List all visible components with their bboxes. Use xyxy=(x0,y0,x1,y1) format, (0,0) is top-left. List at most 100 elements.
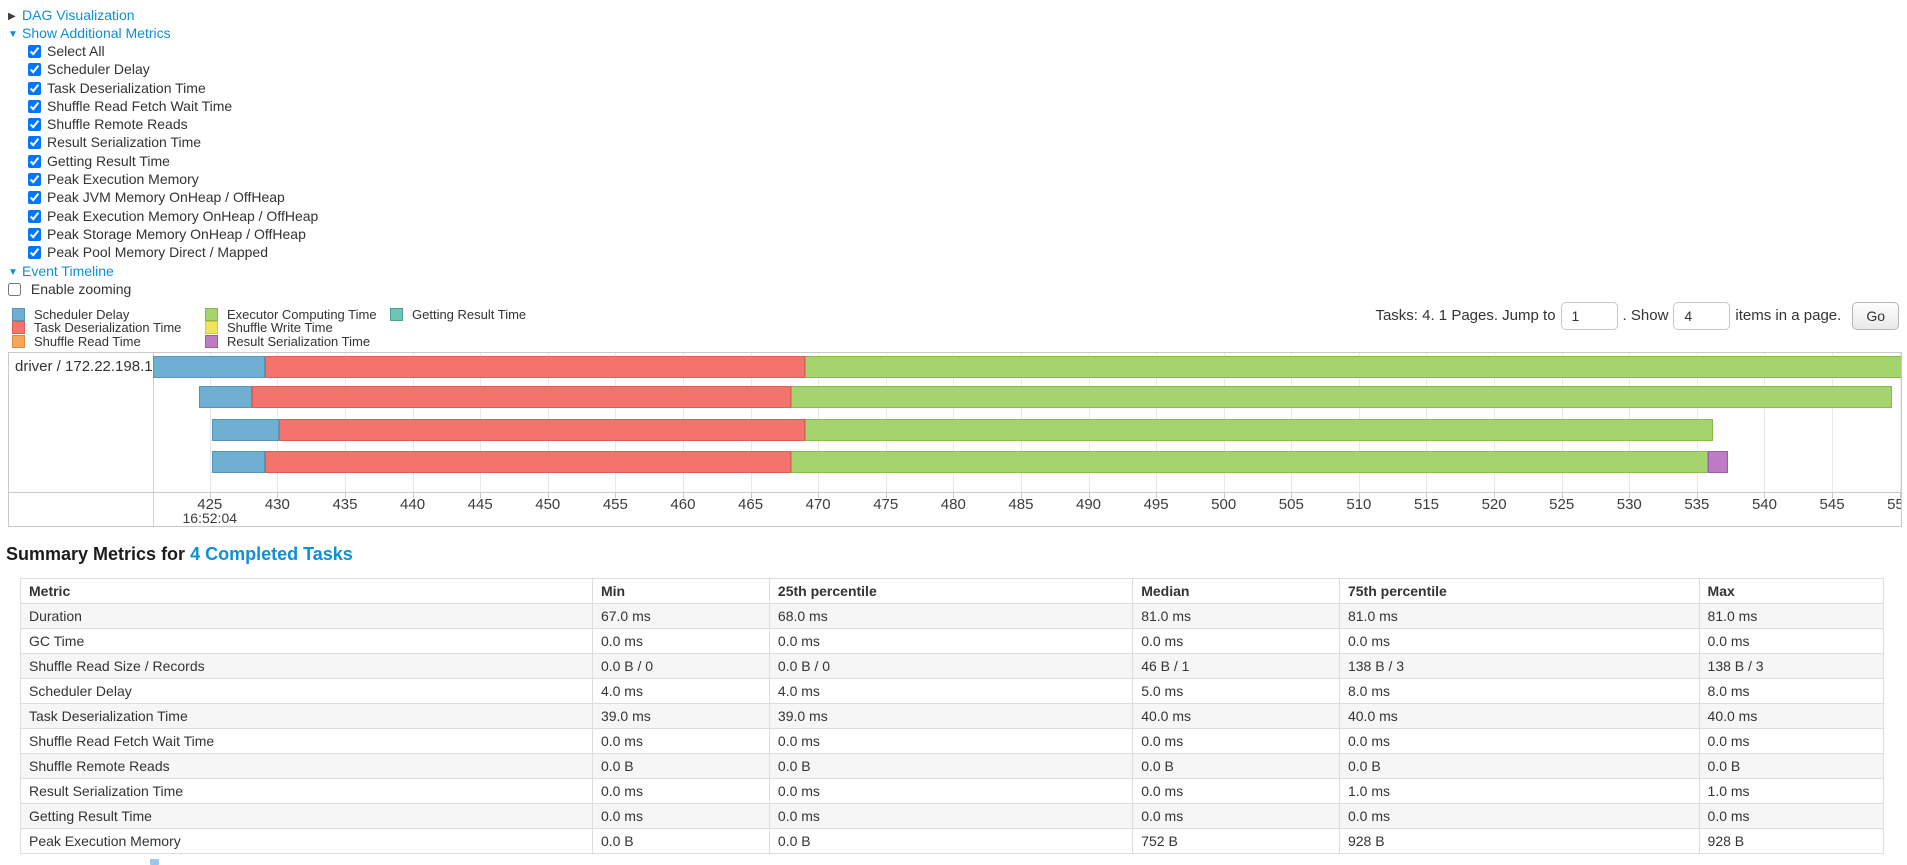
metric-value-cell: 0.0 ms xyxy=(1338,727,1700,754)
tick-label: 450 xyxy=(535,495,561,513)
metric-checkbox-label-wrap: Peak Execution Memory OnHeap / OffHeap xyxy=(28,208,318,224)
tick-label: 475 xyxy=(873,495,899,513)
metric-checkbox-label: Select All xyxy=(47,43,105,59)
show-additional-metrics-link[interactable]: Show Additional Metrics xyxy=(22,25,171,41)
dag-visualization-toggle[interactable]: ▶ DAG Visualization xyxy=(8,6,1907,24)
event-timeline-link[interactable]: Event Timeline xyxy=(22,262,114,279)
metric-checkbox[interactable] xyxy=(28,45,41,58)
tick-label: 480 xyxy=(940,495,966,513)
metric-checkbox[interactable] xyxy=(28,246,41,260)
metric-value-cell: 0.0 B xyxy=(1698,752,1885,779)
tick-mark xyxy=(750,491,752,498)
tick-mark xyxy=(1020,491,1022,498)
enable-zooming-row: Enable zooming xyxy=(8,280,1907,298)
completed-tasks-link[interactable]: 4 Completed Tasks xyxy=(190,543,353,564)
pagination-after-text: items in a page. xyxy=(1735,307,1842,325)
timeline-bar-td[interactable] xyxy=(265,450,792,473)
dag-visualization-link[interactable]: DAG Visualization xyxy=(22,7,135,23)
tick-mark xyxy=(885,491,887,498)
tick-label: 455 xyxy=(602,495,628,513)
metric-value-cell: 0.0 ms xyxy=(768,727,1134,754)
metric-checkbox[interactable] xyxy=(28,209,41,223)
summary-table-row: Duration 67.0 ms 68.0 ms 81.0 ms 81.0 ms 81.0… xyxy=(20,602,1885,629)
metric-name-cell: Shuffle Read Size / Records xyxy=(20,652,593,679)
metric-checkbox-label: Scheduler Delay xyxy=(47,61,150,78)
metric-checkbox-label-wrap: Select All xyxy=(28,43,105,59)
metric-value-cell: 8.0 ms xyxy=(1338,677,1700,704)
tick-label: 425 xyxy=(197,495,223,513)
tick-label: 490 xyxy=(1075,495,1102,513)
metric-name-cell: Scheduler Delay xyxy=(20,677,593,704)
metric-value-cell: 0.0 ms xyxy=(1132,727,1340,754)
metric-value-cell: 39.0 ms xyxy=(591,702,770,729)
metric-checkbox[interactable] xyxy=(28,99,41,113)
tick-mark xyxy=(818,491,820,498)
metric-checkbox-label-wrap: Peak Execution Memory xyxy=(28,171,199,187)
metric-checkbox-row: Shuffle Read Fetch Wait Time xyxy=(8,97,1907,115)
tick-label: 515 xyxy=(1413,495,1439,513)
time-axis-line xyxy=(9,491,1901,493)
legend-entry: Shuffle Write Time xyxy=(205,320,390,335)
tick-label: 520 xyxy=(1481,495,1507,513)
label-column-divider xyxy=(153,352,154,526)
metric-checkbox-label-wrap: Peak JVM Memory OnHeap / OffHeap xyxy=(28,189,285,205)
legend-entry: Executor Computing Time xyxy=(205,307,390,322)
tick-mark xyxy=(344,491,346,498)
stage-controls: ▶ DAG Visualization ▼ Show Additional Metr… xyxy=(0,0,1907,298)
timeline-bar-ec[interactable] xyxy=(804,355,1901,378)
timeline-bar-sd[interactable] xyxy=(212,450,266,473)
items-per-page-input[interactable] xyxy=(1673,301,1731,330)
metric-value-cell: 0.0 B xyxy=(768,752,1134,779)
timeline-bar-ec[interactable] xyxy=(791,450,1708,473)
metric-checkbox[interactable] xyxy=(28,118,41,132)
timeline-bar-rs[interactable] xyxy=(1707,450,1728,473)
tick-mark xyxy=(1764,491,1766,498)
timeline-bar-sd[interactable] xyxy=(198,385,252,408)
metric-checkbox-label-wrap: Getting Result Time xyxy=(28,153,170,169)
tick-mark xyxy=(209,491,211,498)
tick-mark xyxy=(1291,491,1293,498)
metric-checkbox[interactable] xyxy=(28,173,41,187)
metric-checkbox-label-wrap: Shuffle Read Fetch Wait Time xyxy=(28,98,232,114)
timeline-bar-ec[interactable] xyxy=(791,385,1892,408)
sd-swatch-icon xyxy=(12,307,25,321)
metric-checkbox[interactable] xyxy=(28,63,41,77)
sr-swatch-icon xyxy=(12,335,25,349)
partial-next-section xyxy=(150,859,159,865)
metric-checkbox-row: Select All xyxy=(8,42,1907,60)
metric-checkbox-label-wrap: Result Serialization Time xyxy=(28,134,201,150)
metric-value-cell: 0.0 B / 0 xyxy=(591,652,770,679)
show-additional-metrics-toggle[interactable]: ▼ Show Additional Metrics xyxy=(8,24,1907,42)
summary-column-header: Min xyxy=(591,577,770,604)
metric-checkbox[interactable] xyxy=(28,227,41,241)
timeline-bar-td[interactable] xyxy=(251,385,792,408)
summary-table-row: Result Serialization Time 0.0 ms 0.0 ms 0.0… xyxy=(20,777,1885,804)
legend-entry: Result Serialization Time xyxy=(205,334,390,349)
sw-swatch-icon xyxy=(205,321,218,335)
metric-value-cell: 0.0 B xyxy=(768,827,1134,854)
legend-label: Getting Result Time xyxy=(412,306,527,322)
enable-zooming-checkbox[interactable] xyxy=(8,282,21,296)
timeline-bar-ec[interactable] xyxy=(804,418,1714,441)
metric-checkbox[interactable] xyxy=(28,154,41,168)
metric-checkbox[interactable] xyxy=(28,81,41,95)
metric-checkbox-row: Peak Storage Memory OnHeap / OffHeap xyxy=(8,225,1907,243)
metric-checkbox-label: Peak Pool Memory Direct / Mapped xyxy=(47,244,268,261)
event-timeline-toggle[interactable]: ▼ Event Timeline xyxy=(8,262,1907,280)
go-button[interactable]: Go xyxy=(1852,301,1899,330)
tick-label: 460 xyxy=(670,495,696,513)
jump-to-page-input[interactable] xyxy=(1560,301,1618,330)
metric-checkbox[interactable] xyxy=(28,136,41,150)
metric-value-cell: 0.0 B xyxy=(1338,752,1700,779)
tick-mark xyxy=(1223,491,1225,498)
timeline-bar-sd[interactable] xyxy=(153,355,266,378)
metric-name-cell: GC Time xyxy=(20,627,593,654)
timeline-bar-sd[interactable] xyxy=(212,418,279,441)
timeline-bar-td[interactable] xyxy=(265,355,805,378)
metric-value-cell: 40.0 ms xyxy=(1338,702,1700,729)
summary-column-header: 75th percentile xyxy=(1338,577,1700,604)
timeline-bar-td[interactable] xyxy=(278,418,805,441)
grid-line xyxy=(1764,352,1766,492)
tick-mark xyxy=(1629,491,1631,498)
metric-checkbox[interactable] xyxy=(28,191,41,205)
